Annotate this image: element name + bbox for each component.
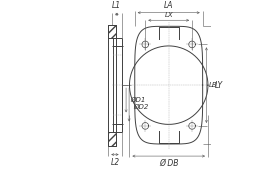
Text: L2: L2 — [110, 158, 120, 167]
Text: L1: L1 — [112, 2, 121, 10]
Text: LX: LX — [164, 12, 173, 18]
Text: LB: LB — [209, 82, 218, 88]
Text: ØD2: ØD2 — [133, 104, 148, 110]
Text: LA: LA — [164, 1, 173, 10]
Text: Ø DB: Ø DB — [159, 159, 178, 168]
Text: ØD1: ØD1 — [130, 97, 145, 103]
Text: LY: LY — [215, 81, 223, 90]
